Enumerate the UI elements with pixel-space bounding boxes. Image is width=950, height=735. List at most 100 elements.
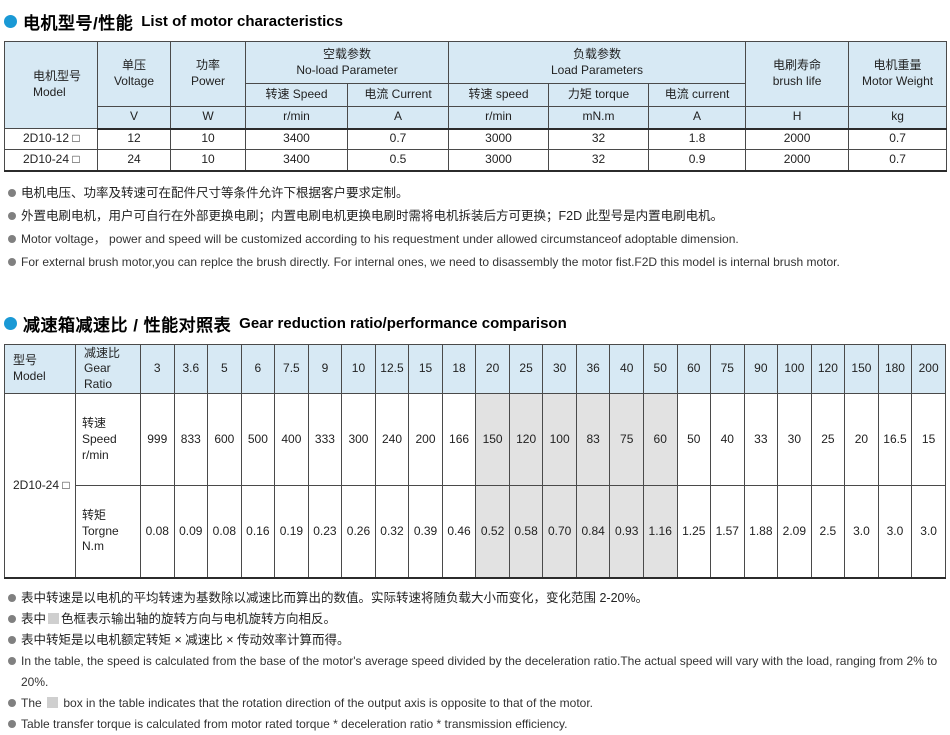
ratio-header-cell: 75 [710, 343, 745, 395]
ratio-header-cell: 20 [475, 343, 510, 395]
motor-characteristics-table: 电机型号 Model 单压 Voltage 功率 Power 空载参数 No-l… [4, 41, 948, 172]
value-cell: 0.23 [307, 485, 343, 579]
note-text: 表中 色框表示输出轴的旋转方向与电机旋转方向相反。 [21, 611, 337, 626]
unit-cell: kg [848, 106, 948, 130]
note-text: 外置电刷电机，用户可自行在外部更换电刷；内置电刷电机更换电刷时需将电机拆装后方可… [21, 208, 724, 223]
note-bullet-icon [8, 719, 16, 728]
value-cell: 0.09 [173, 485, 209, 579]
value-cell: 0.7 [848, 149, 948, 171]
value-cell: 3.0 [877, 485, 913, 579]
value-cell: 83 [575, 393, 611, 487]
value-cell: 3000 [448, 128, 550, 150]
value-cell: 0.26 [341, 485, 376, 579]
value-cell: 0.19 [274, 485, 309, 579]
col-header-brush-life: 电刷寿命 brush life [745, 41, 850, 107]
value-cell: 75 [609, 393, 644, 487]
value-cell: 200 [408, 393, 443, 487]
ratio-header-cell: 40 [609, 343, 644, 395]
note-text: 表中转矩是以电机额定转矩 × 减速比 × 传动效率计算而得。 [21, 632, 350, 647]
gear-col-header-ratio: 减速比 Gear Ratio [75, 343, 141, 395]
ratio-header-cell: 10 [341, 343, 376, 395]
note-text: The box in the table indicates that the … [21, 695, 594, 710]
value-cell: 2000 [745, 149, 850, 171]
value-cell: 0.39 [408, 485, 443, 579]
ratio-header-cell: 12.5 [374, 343, 410, 395]
value-cell: 150 [475, 393, 510, 487]
ratio-header-cell: 60 [676, 343, 712, 395]
unit-cell: mN.m [548, 106, 650, 130]
ratio-header-cell: 25 [508, 343, 544, 395]
value-cell: 1.25 [676, 485, 712, 579]
value-cell: 500 [240, 393, 276, 487]
row-label-cell: 转矩 Torgne N.m [75, 485, 141, 579]
gear-col-header-model: 型号 Model [4, 343, 76, 395]
note-item: 电机电压、功率及转速可在配件尺寸等条件允许下根据客户要求定制。 [6, 182, 946, 205]
table-row: 2D10-24 □ 24 10 3400 0.5 3000 32 0.9 2000 0.7 [4, 149, 948, 171]
ratio-header-cell: 100 [777, 343, 812, 395]
section2-title-en: Gear reduction ratio/performance compari… [239, 315, 567, 332]
note-bullet-icon [8, 593, 16, 602]
ratio-header-cell: 36 [575, 343, 611, 395]
row-label-cell: 转速 Speed r/min [75, 393, 141, 487]
gear-ratio-table: 型号 Model 减速比 Gear Ratio 3 3.6 5 6 7.5 9 10 12.5… [4, 343, 946, 579]
ratio-header-cell: 9 [307, 343, 343, 395]
note-bullet-icon [8, 698, 16, 707]
value-cell: 20 [844, 393, 879, 487]
value-cell: 0.16 [240, 485, 276, 579]
value-cell: 240 [374, 393, 410, 487]
gray-box-swatch-icon [48, 612, 60, 624]
value-cell: 16.5 [877, 393, 913, 487]
value-cell: 10 [170, 149, 246, 171]
section2-title: 减速箱减速比 / 性能对照表 Gear reduction ratio/perf… [4, 312, 946, 336]
note-text: For external brush motor,you can replce … [21, 254, 840, 269]
note-text: Motor voltage， power and speed will be c… [21, 231, 739, 246]
note-item: 表中转速是以电机的平均转速为基数除以减速比而算出的数值。实际转速将随负载大小而变… [6, 588, 946, 609]
section2-title-cn: 减速箱减速比 / 性能对照表 [23, 316, 232, 335]
value-cell: 400 [274, 393, 309, 487]
ratio-header-cell: 90 [743, 343, 779, 395]
col-header-power: 功率 Power [170, 41, 246, 107]
ratio-header-cell: 120 [810, 343, 846, 395]
note-bullet-icon [8, 656, 16, 665]
value-cell: 833 [173, 393, 209, 487]
col-header-load-params: 负载参数 Load Parameters [448, 41, 747, 84]
value-cell: 10 [170, 128, 246, 150]
section1-title: 电机型号/性能 List of motor characteristics [4, 9, 946, 33]
value-cell: 32 [548, 128, 650, 150]
note-item: The box in the table indicates that the … [6, 693, 946, 714]
value-cell: 166 [441, 393, 477, 487]
value-cell: 0.84 [575, 485, 611, 579]
value-cell: 300 [341, 393, 376, 487]
unit-cell: H [745, 106, 850, 130]
unit-cell: W [170, 106, 246, 130]
unit-cell: V [97, 106, 171, 130]
col-header-voltage: 单压 Voltage [97, 41, 171, 107]
ratio-header-cell: 180 [877, 343, 913, 395]
note-item: 表中 色框表示输出轴的旋转方向与电机旋转方向相反。 [6, 609, 946, 630]
value-cell: 3.0 [911, 485, 946, 579]
value-cell: 60 [642, 393, 678, 487]
value-cell: 1.16 [642, 485, 678, 579]
ratio-header-cell: 5 [207, 343, 242, 395]
value-cell: 1.57 [710, 485, 745, 579]
value-cell: 3400 [245, 128, 348, 150]
ratio-header-cell: 7.5 [274, 343, 309, 395]
value-cell: 32 [548, 149, 650, 171]
note-bullet-icon [8, 614, 16, 623]
unit-cell: A [346, 106, 450, 130]
value-cell: 0.52 [475, 485, 510, 579]
ratio-header-cell: 30 [542, 343, 577, 395]
section-bullet-icon [4, 14, 17, 28]
value-cell: 2.5 [810, 485, 846, 579]
value-cell: 0.5 [346, 149, 450, 171]
note-bullet-icon [8, 211, 16, 220]
note-text: 电机电压、功率及转速可在配件尺寸等条件允许下根据客户要求定制。 [21, 185, 409, 200]
col-header-noload-speed: 转速 Speed [245, 83, 348, 107]
col-header-model: 电机型号 Model [4, 41, 98, 129]
ratio-header-cell: 3 [140, 343, 175, 395]
value-cell: 2000 [745, 128, 850, 150]
table-row: 转矩 Torgne N.m 0.08 0.09 0.08 0.16 0.19 0.23 0.2… [5, 485, 946, 579]
value-cell: 30 [777, 393, 812, 487]
note-bullet-icon [8, 234, 16, 243]
value-cell: 0.7 [346, 128, 450, 150]
